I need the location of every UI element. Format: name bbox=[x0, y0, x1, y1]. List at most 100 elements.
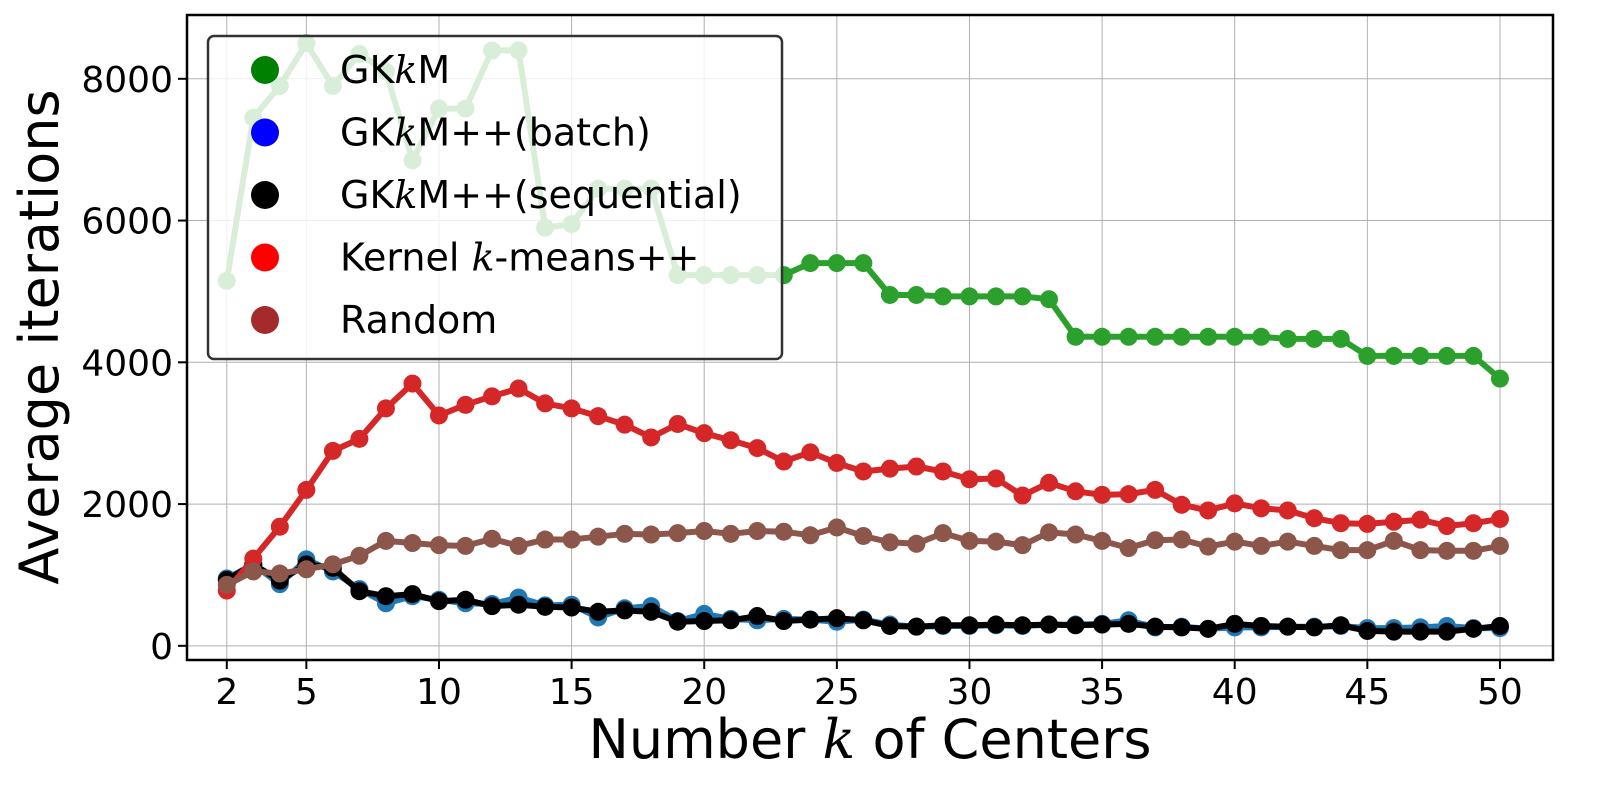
y-tick-label: 0 bbox=[150, 627, 173, 668]
data-point bbox=[297, 560, 316, 579]
y-tick-label: 2000 bbox=[81, 485, 173, 526]
data-point bbox=[748, 439, 767, 458]
data-point bbox=[1384, 346, 1403, 365]
data-point bbox=[456, 536, 475, 555]
data-point bbox=[350, 429, 369, 448]
data-point bbox=[1146, 531, 1165, 550]
data-point bbox=[1331, 616, 1350, 635]
x-axis: 2 5 10 15 20 25 30 35 40 45 50 bbox=[215, 660, 1523, 713]
legend-marker bbox=[251, 306, 279, 334]
legend-label: GKkM++(sequential) bbox=[340, 173, 742, 217]
data-point bbox=[1119, 327, 1138, 346]
data-point bbox=[1093, 485, 1112, 504]
data-point bbox=[1490, 616, 1509, 635]
legend-box bbox=[206, 34, 784, 361]
data-point bbox=[1464, 346, 1483, 365]
data-point bbox=[668, 414, 687, 433]
data-point bbox=[1411, 510, 1430, 529]
data-point bbox=[1252, 536, 1271, 555]
data-point bbox=[429, 536, 448, 555]
y-tick-label: 8000 bbox=[81, 60, 173, 101]
legend-marker bbox=[251, 118, 279, 147]
data-point bbox=[933, 462, 952, 481]
data-point bbox=[509, 595, 528, 614]
data-point bbox=[1384, 512, 1403, 531]
data-point bbox=[562, 530, 581, 549]
data-point bbox=[244, 549, 263, 568]
data-point bbox=[403, 534, 422, 553]
data-point bbox=[1066, 327, 1085, 346]
data-point bbox=[1437, 517, 1456, 536]
data-point bbox=[854, 526, 873, 545]
data-point bbox=[960, 287, 979, 306]
data-point bbox=[1252, 499, 1271, 518]
data-point bbox=[1013, 616, 1032, 635]
data-point bbox=[1384, 531, 1403, 550]
x-tick-label: 2 bbox=[215, 672, 238, 713]
data-point bbox=[854, 462, 873, 481]
data-point bbox=[1252, 327, 1271, 346]
data-point bbox=[854, 254, 873, 273]
data-point bbox=[642, 525, 661, 544]
data-point bbox=[536, 530, 555, 549]
data-point bbox=[429, 592, 448, 611]
data-point bbox=[642, 428, 661, 447]
data-point bbox=[1278, 532, 1297, 551]
series-4 bbox=[217, 518, 1509, 594]
data-point bbox=[748, 607, 767, 626]
data-point bbox=[907, 285, 926, 304]
data-point bbox=[270, 564, 289, 583]
series-line bbox=[223, 380, 1503, 594]
data-point bbox=[801, 526, 820, 545]
data-point bbox=[509, 536, 528, 555]
data-point bbox=[1199, 537, 1218, 556]
data-point bbox=[350, 546, 369, 565]
data-point bbox=[376, 587, 395, 606]
data-point bbox=[880, 459, 899, 478]
data-point bbox=[562, 598, 581, 617]
data-point bbox=[1040, 290, 1059, 309]
data-point bbox=[615, 415, 634, 434]
data-point bbox=[1040, 615, 1059, 634]
data-point bbox=[270, 517, 289, 536]
data-point bbox=[774, 612, 793, 631]
y-tick-label: 6000 bbox=[81, 202, 173, 243]
data-point bbox=[907, 617, 926, 636]
data-point bbox=[615, 601, 634, 620]
data-point bbox=[1411, 346, 1430, 365]
data-point bbox=[668, 524, 687, 543]
legend: GKkM GKkM++(batch) GKkM++(sequential) Kerne… bbox=[206, 34, 784, 361]
x-axis-label: Number k of Centers bbox=[588, 708, 1151, 771]
data-point bbox=[483, 529, 502, 548]
data-point bbox=[1093, 531, 1112, 550]
data-point bbox=[986, 287, 1005, 306]
data-point bbox=[827, 609, 846, 628]
data-point bbox=[933, 616, 952, 635]
data-point bbox=[1146, 617, 1165, 636]
data-point bbox=[774, 522, 793, 541]
data-point bbox=[854, 611, 873, 630]
x-tick-label: 25 bbox=[814, 672, 860, 713]
data-point bbox=[1305, 509, 1324, 528]
data-point bbox=[1358, 346, 1377, 365]
x-tick-label: 20 bbox=[681, 672, 727, 713]
data-point bbox=[1013, 536, 1032, 555]
data-point bbox=[907, 457, 926, 476]
data-point bbox=[1172, 618, 1191, 637]
data-point bbox=[1093, 327, 1112, 346]
data-point bbox=[933, 524, 952, 543]
data-point bbox=[483, 387, 502, 406]
data-point bbox=[536, 597, 555, 616]
data-point bbox=[1278, 617, 1297, 636]
data-point bbox=[1278, 329, 1297, 348]
data-point bbox=[801, 610, 820, 629]
data-point bbox=[536, 394, 555, 413]
x-tick-label: 30 bbox=[947, 672, 993, 713]
data-point bbox=[695, 522, 714, 540]
data-point bbox=[1172, 530, 1191, 549]
data-point bbox=[721, 611, 740, 630]
data-point bbox=[1040, 473, 1059, 492]
data-point bbox=[933, 287, 952, 306]
data-point bbox=[1199, 501, 1218, 520]
data-point bbox=[801, 443, 820, 462]
